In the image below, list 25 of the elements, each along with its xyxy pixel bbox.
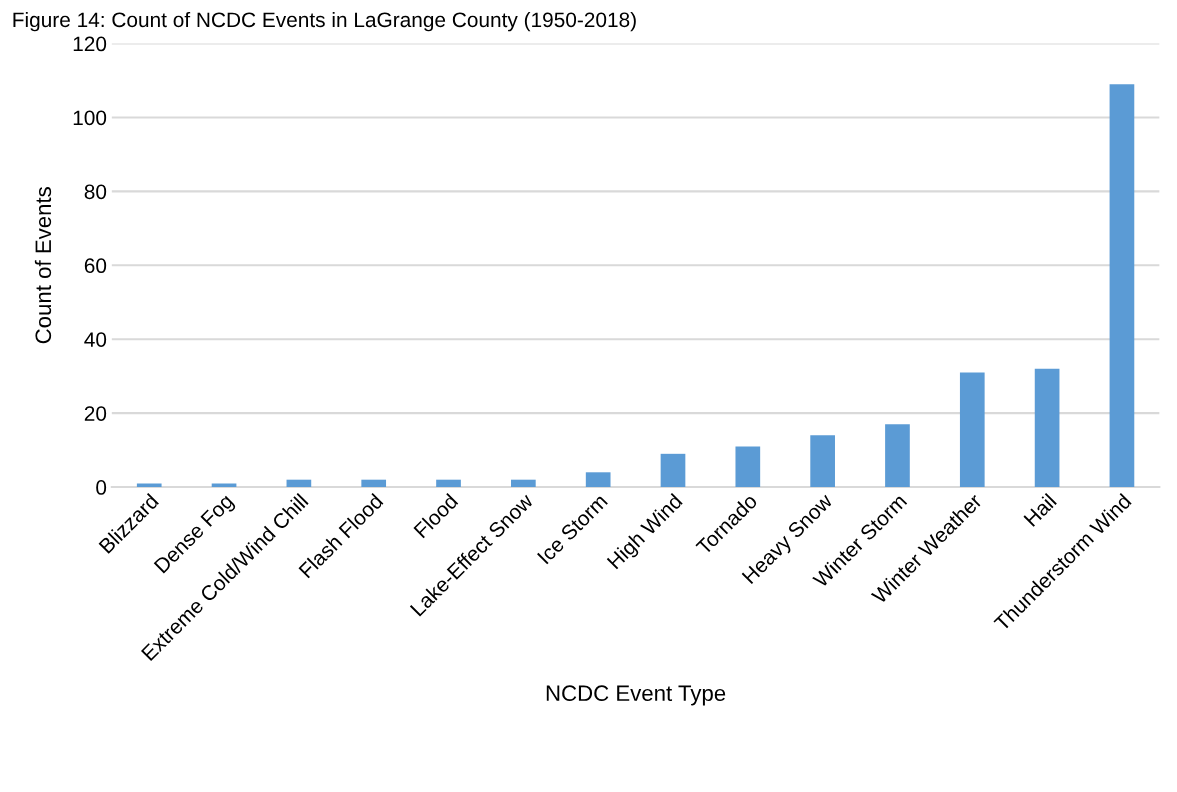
bar: [286, 479, 312, 488]
bar: [585, 472, 611, 488]
bar: [660, 453, 686, 488]
bar: [959, 372, 985, 488]
chart-title: Figure 14: Count of NCDC Events in LaGrange County (1950-2018): [13, 11, 636, 32]
bar: [361, 479, 387, 488]
bar: [810, 435, 835, 488]
bar: [436, 479, 461, 488]
bar: [1109, 84, 1135, 488]
bar: [735, 446, 761, 488]
y-tick-label: 60: [84, 258, 107, 274]
bar: [885, 424, 910, 488]
y-tick-label: 100: [73, 110, 107, 126]
bar: [1034, 368, 1060, 488]
y-tick-label: 0: [96, 480, 107, 495]
x-axis-title: NCDC Event Type: [546, 685, 726, 706]
y-tick-label: 120: [73, 36, 107, 52]
y-tick-label: 20: [84, 406, 107, 421]
y-axis-title: Count of Events: [34, 187, 52, 344]
y-tick-label: 40: [84, 332, 107, 347]
bar: [136, 483, 162, 488]
x-tick-label: Hail: [1022, 492, 1057, 527]
bar: [211, 483, 237, 488]
y-tick-label: 80: [84, 184, 107, 200]
bar: [511, 479, 536, 488]
